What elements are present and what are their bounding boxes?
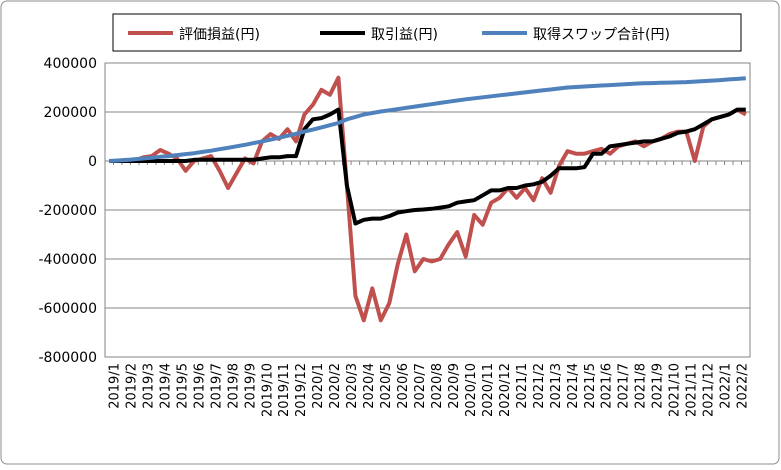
x-tick-label: 2020/7	[413, 363, 428, 409]
x-tick-label: 2019/6	[192, 363, 207, 409]
x-tick-label: 2020/6	[396, 363, 411, 409]
x-tick-label: 2019/4	[158, 363, 173, 409]
legend-box	[112, 13, 742, 52]
legend-label: 評価損益(円)	[179, 27, 260, 43]
x-tick-label: 2020/9	[447, 363, 462, 409]
x-tick-label: 2020/8	[430, 363, 445, 409]
x-tick-label: 2021/7	[617, 363, 632, 409]
x-tick-label: 2021/10	[668, 363, 683, 417]
plot-area	[104, 62, 751, 358]
y-tick-label: -200000	[39, 203, 98, 219]
x-tick-label: 2021/1	[515, 363, 530, 409]
x-tick-label: 2021/3	[549, 363, 564, 409]
x-tick-label: 2020/11	[481, 363, 496, 417]
x-tick-label: 2020/12	[498, 363, 513, 417]
legend: 評価損益(円) 取引益(円) 取得スワップ合計(円)	[112, 13, 742, 52]
y-tick-label: 200000	[44, 105, 97, 121]
x-tick-label: 2022/1	[719, 363, 734, 409]
x-tick-label: 2020/3	[345, 363, 360, 409]
x-tick-label: 2021/9	[651, 363, 666, 409]
x-tick-label: 2019/2	[124, 363, 139, 409]
y-tick-label: 400000	[44, 56, 97, 72]
x-tick-label: 2021/5	[583, 363, 598, 409]
y-tick-label: -800000	[39, 350, 98, 366]
series-line	[109, 76, 746, 163]
x-tick-label: 2020/5	[379, 363, 394, 409]
legend-label: 取得スワップ合計(円)	[533, 26, 670, 43]
x-tick-label: 2019/3	[141, 363, 156, 409]
series-line	[109, 107, 746, 226]
y-tick-label: 0	[88, 154, 97, 170]
x-tick-label: 2019/5	[175, 363, 190, 409]
x-tick-label: 2019/1	[107, 363, 122, 409]
x-tick-label: 2021/6	[600, 363, 615, 409]
x-tick-label: 2021/12	[702, 363, 717, 417]
legend-label: 取引益(円)	[371, 27, 438, 43]
x-tick-label: 2021/4	[566, 363, 581, 409]
x-tick-label: 2019/12	[294, 363, 309, 417]
x-tick-label: 2021/2	[532, 363, 547, 409]
x-tick-label: 2020/2	[328, 363, 343, 409]
x-tick-label: 2021/8	[634, 363, 649, 409]
y-tick-label: -600000	[39, 301, 98, 317]
x-tick-label: 2019/11	[277, 363, 292, 417]
x-tick-label: 2019/9	[243, 363, 258, 409]
x-tick-label: 2021/11	[685, 363, 700, 417]
x-tick-label: 2022/2	[736, 363, 751, 409]
x-tick-label: 2019/10	[260, 363, 275, 417]
x-tick-label: 2019/7	[209, 363, 224, 409]
x-tick-label: 2019/8	[226, 363, 241, 409]
x-tick-label: 2020/4	[362, 363, 377, 409]
x-tick-label: 2020/1	[311, 363, 326, 409]
x-tick-label: 2020/10	[464, 363, 479, 417]
y-tick-label: -400000	[39, 252, 98, 268]
